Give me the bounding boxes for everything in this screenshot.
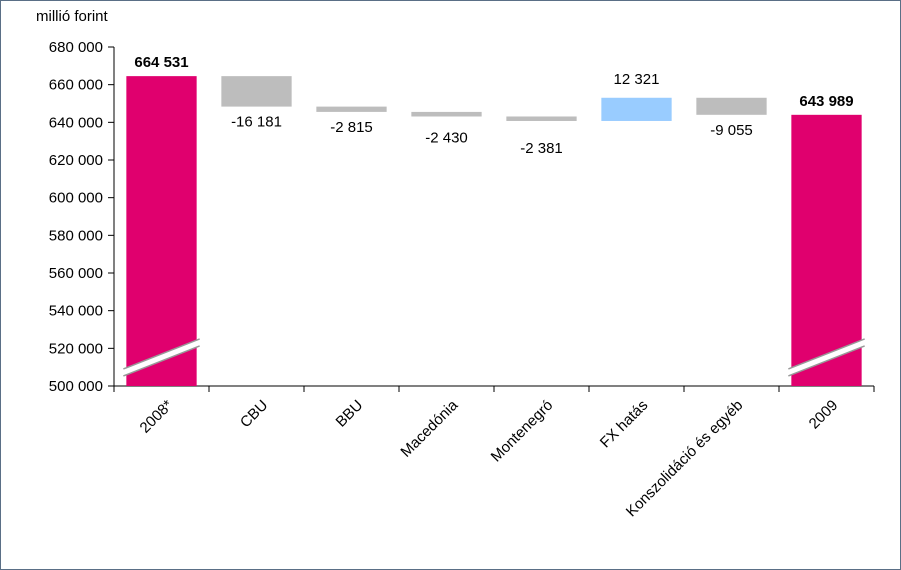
bar-2008- — [126, 76, 197, 386]
y-tick-label: 620 000 — [49, 152, 103, 169]
bar-maced-nia — [411, 111, 482, 117]
y-tick-label: 660 000 — [49, 77, 103, 94]
x-tick-label: CBU — [237, 397, 271, 431]
bar-cbu — [221, 76, 292, 107]
y-tick-label: 560 000 — [49, 265, 103, 282]
bar-2009 — [791, 114, 862, 387]
bar-konszolid-ci-s-egy-b — [696, 97, 767, 115]
x-tick-label: BBU — [332, 397, 366, 431]
axis-break-gap — [788, 338, 865, 376]
data-label: -16 181 — [231, 114, 282, 131]
y-tick-label: 520 000 — [49, 340, 103, 357]
x-tick-label: FX hatás — [597, 397, 651, 451]
data-label: -2 430 — [425, 129, 468, 146]
data-label: 664 531 — [134, 54, 188, 71]
y-tick-label: 680 000 — [49, 39, 103, 56]
y-tick-label: 600 000 — [49, 190, 103, 207]
y-tick-label: 500 000 — [49, 378, 103, 395]
y-tick-label: 580 000 — [49, 227, 103, 244]
axis-break-gap — [123, 338, 200, 376]
data-label: -2 381 — [520, 140, 563, 157]
x-tick-label: Macedónia — [397, 396, 461, 460]
data-label: 643 989 — [799, 93, 853, 110]
y-tick-label: 640 000 — [49, 114, 103, 131]
bar-bbu — [316, 106, 387, 112]
axis-break-line — [123, 345, 200, 377]
axis-break-line — [788, 338, 865, 370]
data-label: 12 321 — [614, 71, 660, 88]
x-tick-label: 2008* — [137, 397, 177, 437]
axis-break-line — [788, 345, 865, 377]
y-tick-label: 540 000 — [49, 303, 103, 320]
bar-fx-hat-s — [601, 97, 672, 121]
y-axis-unit-label: millió forint — [36, 8, 108, 25]
axis-break-line — [123, 338, 200, 370]
x-tick-label: Montenegró — [488, 397, 557, 466]
bar-montenegr- — [506, 116, 577, 121]
data-label: -9 055 — [710, 122, 753, 139]
data-label: -2 815 — [330, 119, 373, 136]
x-tick-label: 2009 — [806, 397, 842, 433]
